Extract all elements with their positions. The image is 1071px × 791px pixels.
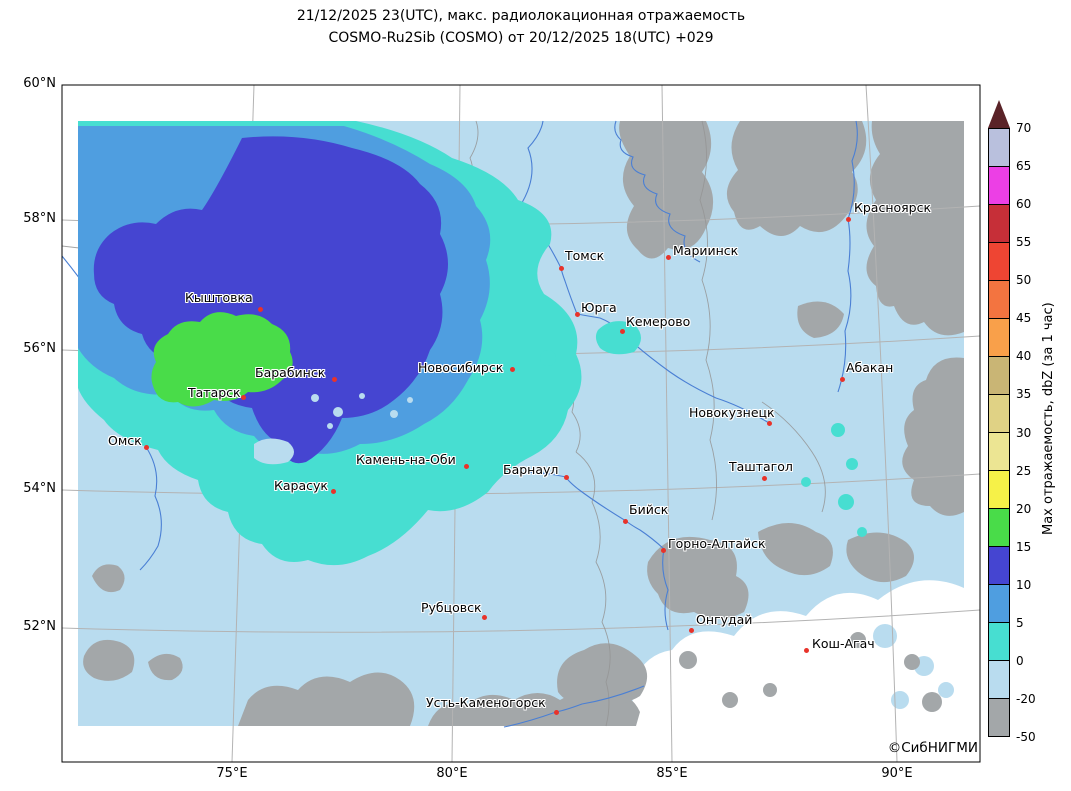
colorbar-segment (989, 205, 1009, 243)
colorbar-segment (989, 509, 1009, 547)
chart-title-line1: 21/12/2025 23(UTC), макс. радиолокационн… (296, 8, 746, 24)
lon-tick-label: 75°E (216, 766, 248, 781)
map-frame (61, 84, 981, 763)
river-tom (535, 227, 770, 424)
colorbar-overflow-triangle (988, 100, 1010, 128)
colorbar-segment (989, 319, 1009, 357)
colorbar-segment (989, 281, 1009, 319)
colorbar-segment (989, 395, 1009, 433)
river-irtysh-south (503, 685, 645, 728)
lat-tick-label: 56°N (23, 341, 56, 356)
echo-15-20dbz (151, 312, 293, 407)
colorbar-segment (989, 585, 1009, 623)
map-layers (62, 85, 980, 762)
colorbar-segment (989, 433, 1009, 471)
colorbar-segment (989, 243, 1009, 281)
lat-tick-label: 58°N (23, 211, 56, 226)
lat-axis: 60°N 58°N 56°N 54°N 52°N (0, 0, 56, 791)
lat-tick-label: 52°N (23, 619, 56, 634)
colorbar-segment (989, 357, 1009, 395)
colorbar-axis-label: Max отражаемость, dbZ (за 1 час) (1041, 302, 1056, 535)
colorbar-segment (989, 129, 1009, 167)
river-chulym (614, 120, 701, 263)
no-echo-gray-areas (83, 121, 964, 726)
colorbar (988, 100, 1010, 737)
lat-tick-label: 54°N (23, 481, 56, 496)
lon-axis: 75°E 80°E 85°E 90°E (0, 766, 1071, 786)
river-yenisei (837, 120, 858, 393)
colorbar-segment (989, 661, 1009, 699)
colorbar-segment (989, 167, 1009, 205)
river-katun (625, 520, 669, 631)
copyright: ©СибНИГМИ (887, 740, 978, 756)
lon-tick-label: 90°E (881, 766, 913, 781)
colorbar-segment (989, 699, 1009, 736)
lon-tick-label: 85°E (656, 766, 688, 781)
colorbar-segment (989, 471, 1009, 509)
colorbar-segment (989, 623, 1009, 661)
colorbar-segments (988, 128, 1010, 737)
lon-tick-label: 80°E (436, 766, 468, 781)
lakes-and-specks (254, 393, 413, 465)
echo-10-15dbz (93, 136, 449, 464)
colorbar-segment (989, 547, 1009, 585)
chart-title-line2: COSMO-Ru2Sib (COSMO) от 20/12/2025 18(UT… (328, 30, 714, 46)
lat-tick-label: 60°N (23, 76, 56, 91)
